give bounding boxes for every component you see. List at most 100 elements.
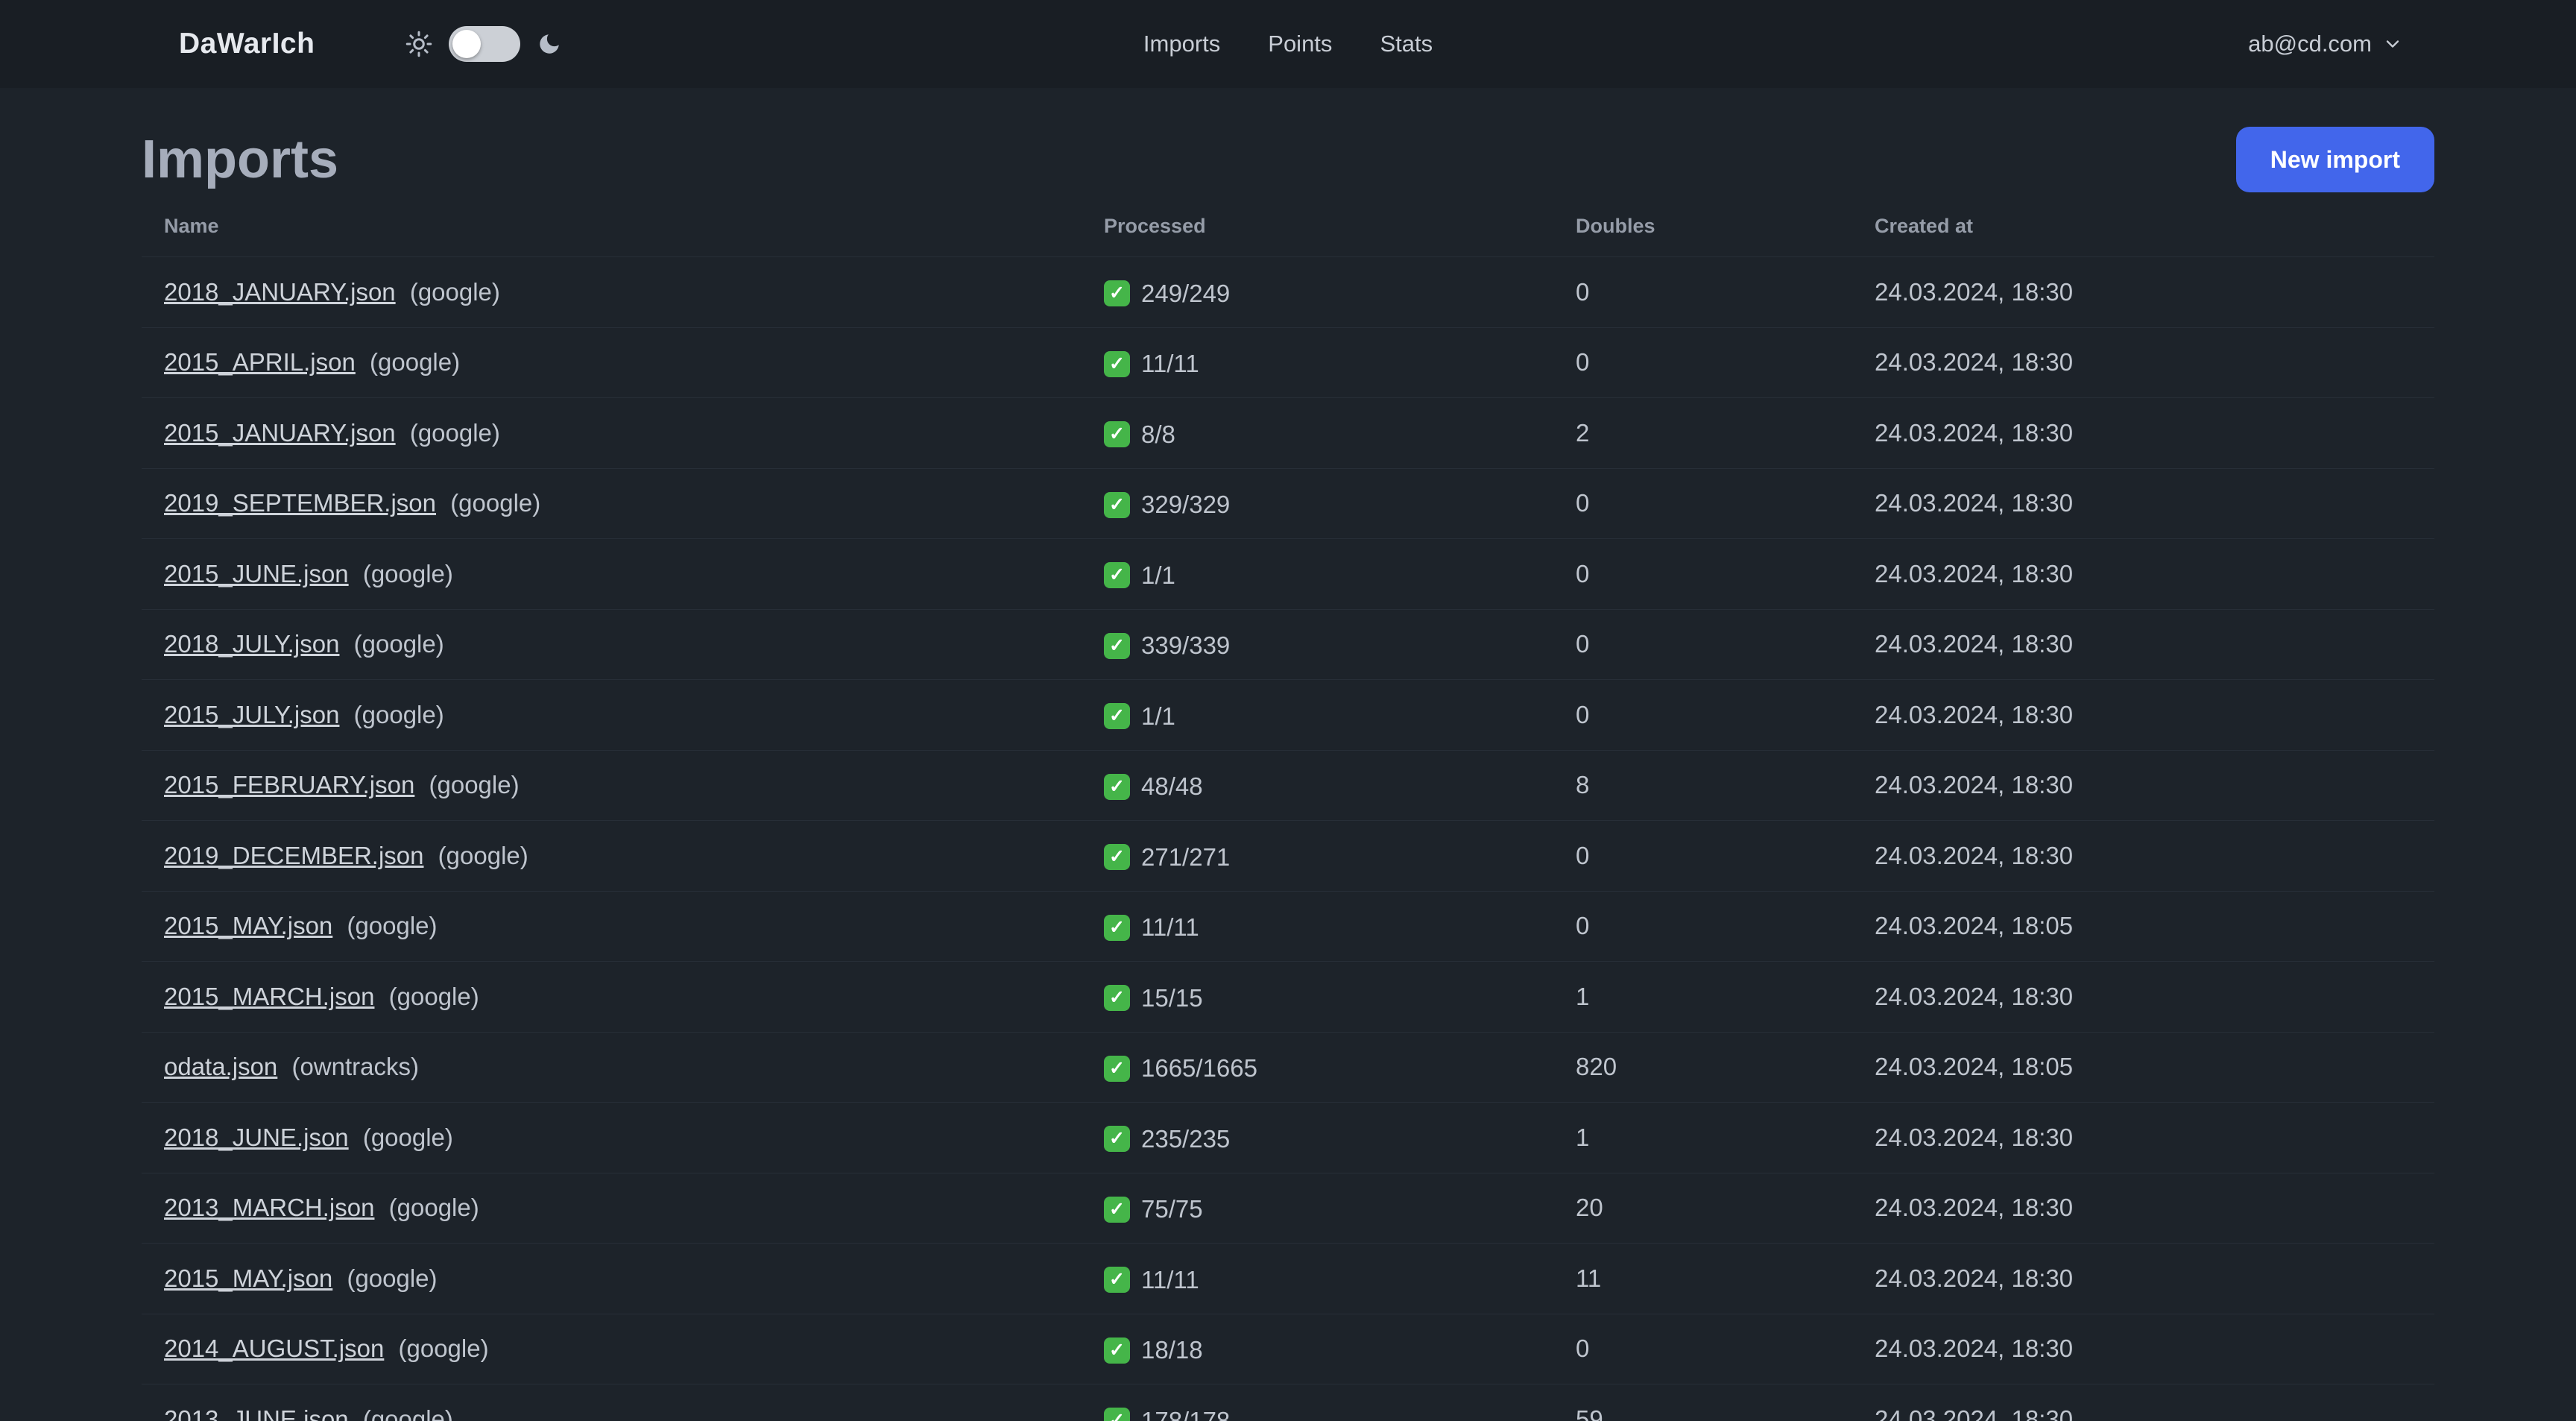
processed-count: 18/18 — [1141, 1336, 1203, 1364]
import-source-label: (google) — [429, 771, 520, 799]
import-file-link[interactable]: 2014_AUGUST.json — [164, 1335, 385, 1363]
created-at-cell: 24.03.2024, 18:30 — [1852, 1244, 2434, 1314]
imports-page: Imports New import Name Processed Double… — [0, 127, 2576, 1421]
import-file-link[interactable]: 2015_MAY.json — [164, 1264, 333, 1292]
import-file-link[interactable]: 2019_SEPTEMBER.json — [164, 489, 437, 517]
created-at: 24.03.2024, 18:30 — [1875, 1194, 2074, 1222]
import-source-label: (google) — [409, 418, 500, 447]
processed-count: 8/8 — [1141, 420, 1175, 448]
import-file-link[interactable]: odata.json — [164, 1053, 278, 1081]
theme-toggle-switch[interactable] — [449, 26, 521, 62]
created-at: 24.03.2024, 18:30 — [1875, 1335, 2074, 1363]
processed-count: 48/48 — [1141, 772, 1203, 800]
import-file-link[interactable]: 2015_MARCH.json — [164, 982, 375, 1010]
import-file-link[interactable]: 2018_JULY.json — [164, 630, 340, 658]
import-source-label: (google) — [347, 912, 438, 940]
check-icon: ✓ — [1104, 985, 1130, 1011]
name-cell: 2015_MAY.json (google) — [142, 1244, 1082, 1314]
import-source-label: (google) — [438, 841, 528, 869]
created-at-cell: 24.03.2024, 18:30 — [1852, 821, 2434, 892]
name-cell: 2015_JANUARY.json (google) — [142, 398, 1082, 469]
created-at: 24.03.2024, 18:30 — [1875, 771, 2074, 799]
import-file-link[interactable]: 2015_JULY.json — [164, 700, 340, 728]
check-icon: ✓ — [1104, 1337, 1130, 1364]
import-source-label: (owntracks) — [291, 1053, 419, 1081]
nav-item-imports[interactable]: Imports — [1143, 31, 1221, 57]
import-source-label: (google) — [450, 489, 541, 517]
doubles-count: 0 — [1576, 1335, 1590, 1363]
import-file-link[interactable]: 2015_MAY.json — [164, 912, 333, 940]
processed-count: 75/75 — [1141, 1195, 1203, 1223]
doubles-cell: 11 — [1553, 1244, 1852, 1314]
doubles-cell: 0 — [1553, 327, 1852, 398]
chevron-down-icon — [2382, 34, 2403, 54]
app-logo[interactable]: DaWarIch — [179, 28, 315, 60]
import-file-link[interactable]: 2015_JANUARY.json — [164, 418, 396, 447]
name-cell: 2015_APRIL.json (google) — [142, 327, 1082, 398]
table-row: 2019_SEPTEMBER.json (google) ✓ 329/329 0… — [142, 468, 2434, 539]
toggle-knob — [452, 30, 482, 58]
processed-cell: ✓ 249/249 — [1082, 257, 1553, 328]
processed-cell: ✓ 15/15 — [1082, 962, 1553, 1033]
name-cell: 2015_MARCH.json (google) — [142, 962, 1082, 1033]
check-icon: ✓ — [1104, 914, 1130, 941]
table-row: 2013_JUNE.json (google) ✓ 178/178 59 24.… — [142, 1384, 2434, 1421]
import-source-label: (google) — [347, 1264, 438, 1292]
import-source-label: (google) — [398, 1335, 489, 1363]
import-file-link[interactable]: 2018_JANUARY.json — [164, 277, 396, 306]
import-file-link[interactable]: 2015_FEBRUARY.json — [164, 771, 415, 799]
table-header: Name Processed Doubles Created at — [142, 192, 2434, 257]
table-row: 2015_MAY.json (google) ✓ 11/11 0 24.03.2… — [142, 891, 2434, 962]
nav-item-stats[interactable]: Stats — [1380, 31, 1433, 57]
created-at: 24.03.2024, 18:30 — [1875, 1123, 2074, 1151]
created-at-cell: 24.03.2024, 18:30 — [1852, 468, 2434, 539]
table-row: 2015_MARCH.json (google) ✓ 15/15 1 24.03… — [142, 961, 2434, 1033]
import-file-link[interactable]: 2015_JUNE.json — [164, 559, 349, 587]
name-cell: 2018_JANUARY.json (google) — [142, 257, 1082, 328]
created-at: 24.03.2024, 18:30 — [1875, 489, 2074, 517]
processed-cell: ✓ 75/75 — [1082, 1173, 1553, 1244]
check-icon: ✓ — [1104, 280, 1130, 306]
column-header-created-at: Created at — [1875, 215, 1974, 237]
processed-cell: ✓ 48/48 — [1082, 750, 1553, 821]
created-at: 24.03.2024, 18:30 — [1875, 982, 2074, 1010]
doubles-cell: 0 — [1553, 257, 1852, 328]
imports-table: Name Processed Doubles Created at 2018_J… — [142, 192, 2434, 1421]
processed-cell: ✓ 11/11 — [1082, 327, 1553, 398]
check-icon: ✓ — [1104, 1126, 1130, 1152]
check-icon: ✓ — [1104, 1267, 1130, 1293]
doubles-count: 1 — [1576, 982, 1590, 1010]
created-at: 24.03.2024, 18:30 — [1875, 348, 2074, 376]
doubles-cell: 59 — [1553, 1384, 1852, 1421]
processed-cell: ✓ 11/11 — [1082, 1244, 1553, 1314]
check-icon: ✓ — [1104, 844, 1130, 870]
table-row: 2015_MAY.json (google) ✓ 11/11 11 24.03.… — [142, 1243, 2434, 1314]
import-file-link[interactable]: 2015_APRIL.json — [164, 348, 356, 376]
processed-count: 271/271 — [1141, 842, 1231, 871]
table-row: 2015_FEBRUARY.json (google) ✓ 48/48 8 24… — [142, 750, 2434, 821]
processed-cell: ✓ 339/339 — [1082, 609, 1553, 680]
table-row: 2014_AUGUST.json (google) ✓ 18/18 0 24.0… — [142, 1314, 2434, 1384]
new-import-button[interactable]: New import — [2235, 127, 2434, 192]
processed-cell: ✓ 11/11 — [1082, 891, 1553, 962]
import-file-link[interactable]: 2013_MARCH.json — [164, 1194, 375, 1222]
check-icon: ✓ — [1104, 562, 1130, 588]
check-icon: ✓ — [1104, 350, 1130, 377]
import-file-link[interactable]: 2019_DECEMBER.json — [164, 841, 424, 869]
name-cell: 2013_MARCH.json (google) — [142, 1173, 1082, 1244]
table-row: 2019_DECEMBER.json (google) ✓ 271/271 0 … — [142, 820, 2434, 892]
user-menu[interactable]: ab@cd.com — [2248, 31, 2403, 57]
created-at-cell: 24.03.2024, 18:30 — [1852, 1173, 2434, 1244]
doubles-count: 1 — [1576, 1123, 1590, 1151]
created-at: 24.03.2024, 18:30 — [1875, 1264, 2074, 1292]
table-row: 2015_JUNE.json (google) ✓ 1/1 0 24.03.20… — [142, 538, 2434, 610]
import-file-link[interactable]: 2018_JUNE.json — [164, 1123, 349, 1151]
imports-table-body: 2018_JANUARY.json (google) ✓ 249/249 0 2… — [142, 256, 2434, 1421]
navbar: DaWarIch Imports Points — [0, 0, 2576, 88]
import-file-link[interactable]: 2013_JUNE.json — [164, 1405, 349, 1421]
doubles-count: 59 — [1576, 1405, 1603, 1421]
check-icon: ✓ — [1104, 632, 1130, 659]
nav-item-points[interactable]: Points — [1268, 31, 1333, 57]
table-row: odata.json (owntracks) ✓ 1665/1665 820 2… — [142, 1032, 2434, 1103]
page-title: Imports — [142, 130, 339, 189]
